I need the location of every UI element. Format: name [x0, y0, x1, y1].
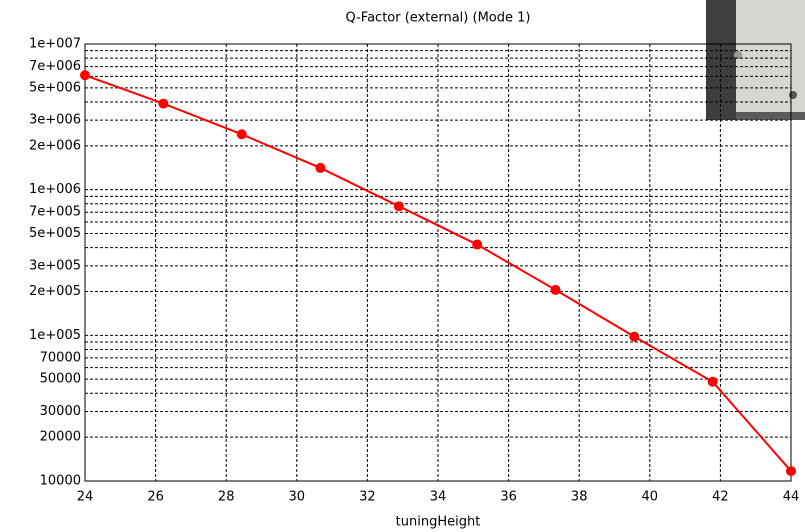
data-point [707, 376, 718, 387]
y-tick-label: 2e+005 [29, 284, 81, 299]
y-tick-label: 50000 [40, 372, 81, 387]
data-point [80, 70, 90, 81]
y-tick-label: 3e+006 [29, 113, 81, 128]
y-tick-label: 7e+005 [29, 205, 81, 220]
data-point [786, 466, 796, 477]
y-tick-label: 2e+006 [29, 138, 81, 153]
x-tick-label: 40 [642, 490, 659, 505]
x-tick-label: 42 [712, 490, 729, 505]
y-tick-label: 1e+005 [29, 328, 81, 343]
data-point [236, 129, 247, 140]
x-tick-label: 38 [571, 490, 588, 505]
data-point [472, 239, 483, 250]
y-tick-label: 20000 [40, 430, 81, 445]
data-point [629, 331, 640, 342]
x-tick-label: 32 [359, 490, 376, 505]
data-point [315, 162, 326, 173]
plot-frame [84, 43, 792, 482]
x-tick-label: 28 [218, 490, 235, 505]
y-tick-label: 1e+007 [29, 37, 81, 52]
x-tick-label: 36 [500, 490, 517, 505]
x-axis-label: tuningHeight [396, 515, 481, 530]
y-tick-label: 5e+005 [29, 226, 81, 241]
data-point [550, 284, 561, 295]
y-tick-label: 30000 [40, 404, 81, 419]
y-tick-label: 5e+006 [29, 80, 81, 95]
x-tick-label: 30 [289, 490, 306, 505]
x-tick-label: 44 [783, 490, 800, 505]
x-tick-label: 34 [430, 490, 447, 505]
y-tick-label: 10000 [40, 474, 81, 489]
y-tick-label: 70000 [40, 350, 81, 365]
y-tick-label: 1e+006 [29, 182, 81, 197]
y-tick-label: 7e+006 [29, 59, 81, 74]
data-point [393, 201, 404, 212]
series-line [84, 74, 792, 472]
y-tick-label: 3e+005 [29, 258, 81, 273]
x-tick-label: 24 [77, 490, 94, 505]
chart-title: Q-Factor (external) (Mode 1) [346, 11, 531, 26]
x-tick-label: 26 [147, 490, 164, 505]
data-point [158, 98, 169, 109]
